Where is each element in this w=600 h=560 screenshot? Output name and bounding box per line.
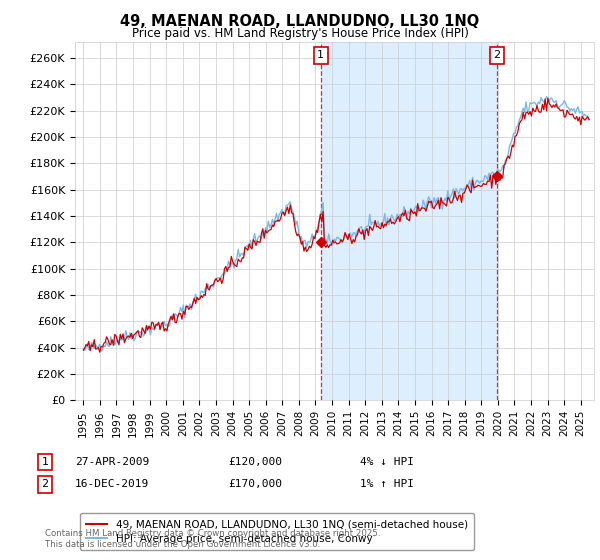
Text: 27-APR-2009: 27-APR-2009 <box>75 457 149 467</box>
Text: 49, MAENAN ROAD, LLANDUDNO, LL30 1NQ: 49, MAENAN ROAD, LLANDUDNO, LL30 1NQ <box>121 14 479 29</box>
Text: 2: 2 <box>41 479 49 489</box>
Text: 1: 1 <box>317 50 324 60</box>
Bar <box>321 42 497 400</box>
Text: Price paid vs. HM Land Registry's House Price Index (HPI): Price paid vs. HM Land Registry's House … <box>131 27 469 40</box>
Legend: 49, MAENAN ROAD, LLANDUDNO, LL30 1NQ (semi-detached house), HPI: Average price, : 49, MAENAN ROAD, LLANDUDNO, LL30 1NQ (se… <box>80 513 474 550</box>
Text: £170,000: £170,000 <box>228 479 282 489</box>
Text: 1: 1 <box>41 457 49 467</box>
Text: 4% ↓ HPI: 4% ↓ HPI <box>360 457 414 467</box>
Text: 2: 2 <box>494 50 501 60</box>
Text: £120,000: £120,000 <box>228 457 282 467</box>
Text: 16-DEC-2019: 16-DEC-2019 <box>75 479 149 489</box>
Text: 1% ↑ HPI: 1% ↑ HPI <box>360 479 414 489</box>
Text: Contains HM Land Registry data © Crown copyright and database right 2025.
This d: Contains HM Land Registry data © Crown c… <box>45 529 380 549</box>
